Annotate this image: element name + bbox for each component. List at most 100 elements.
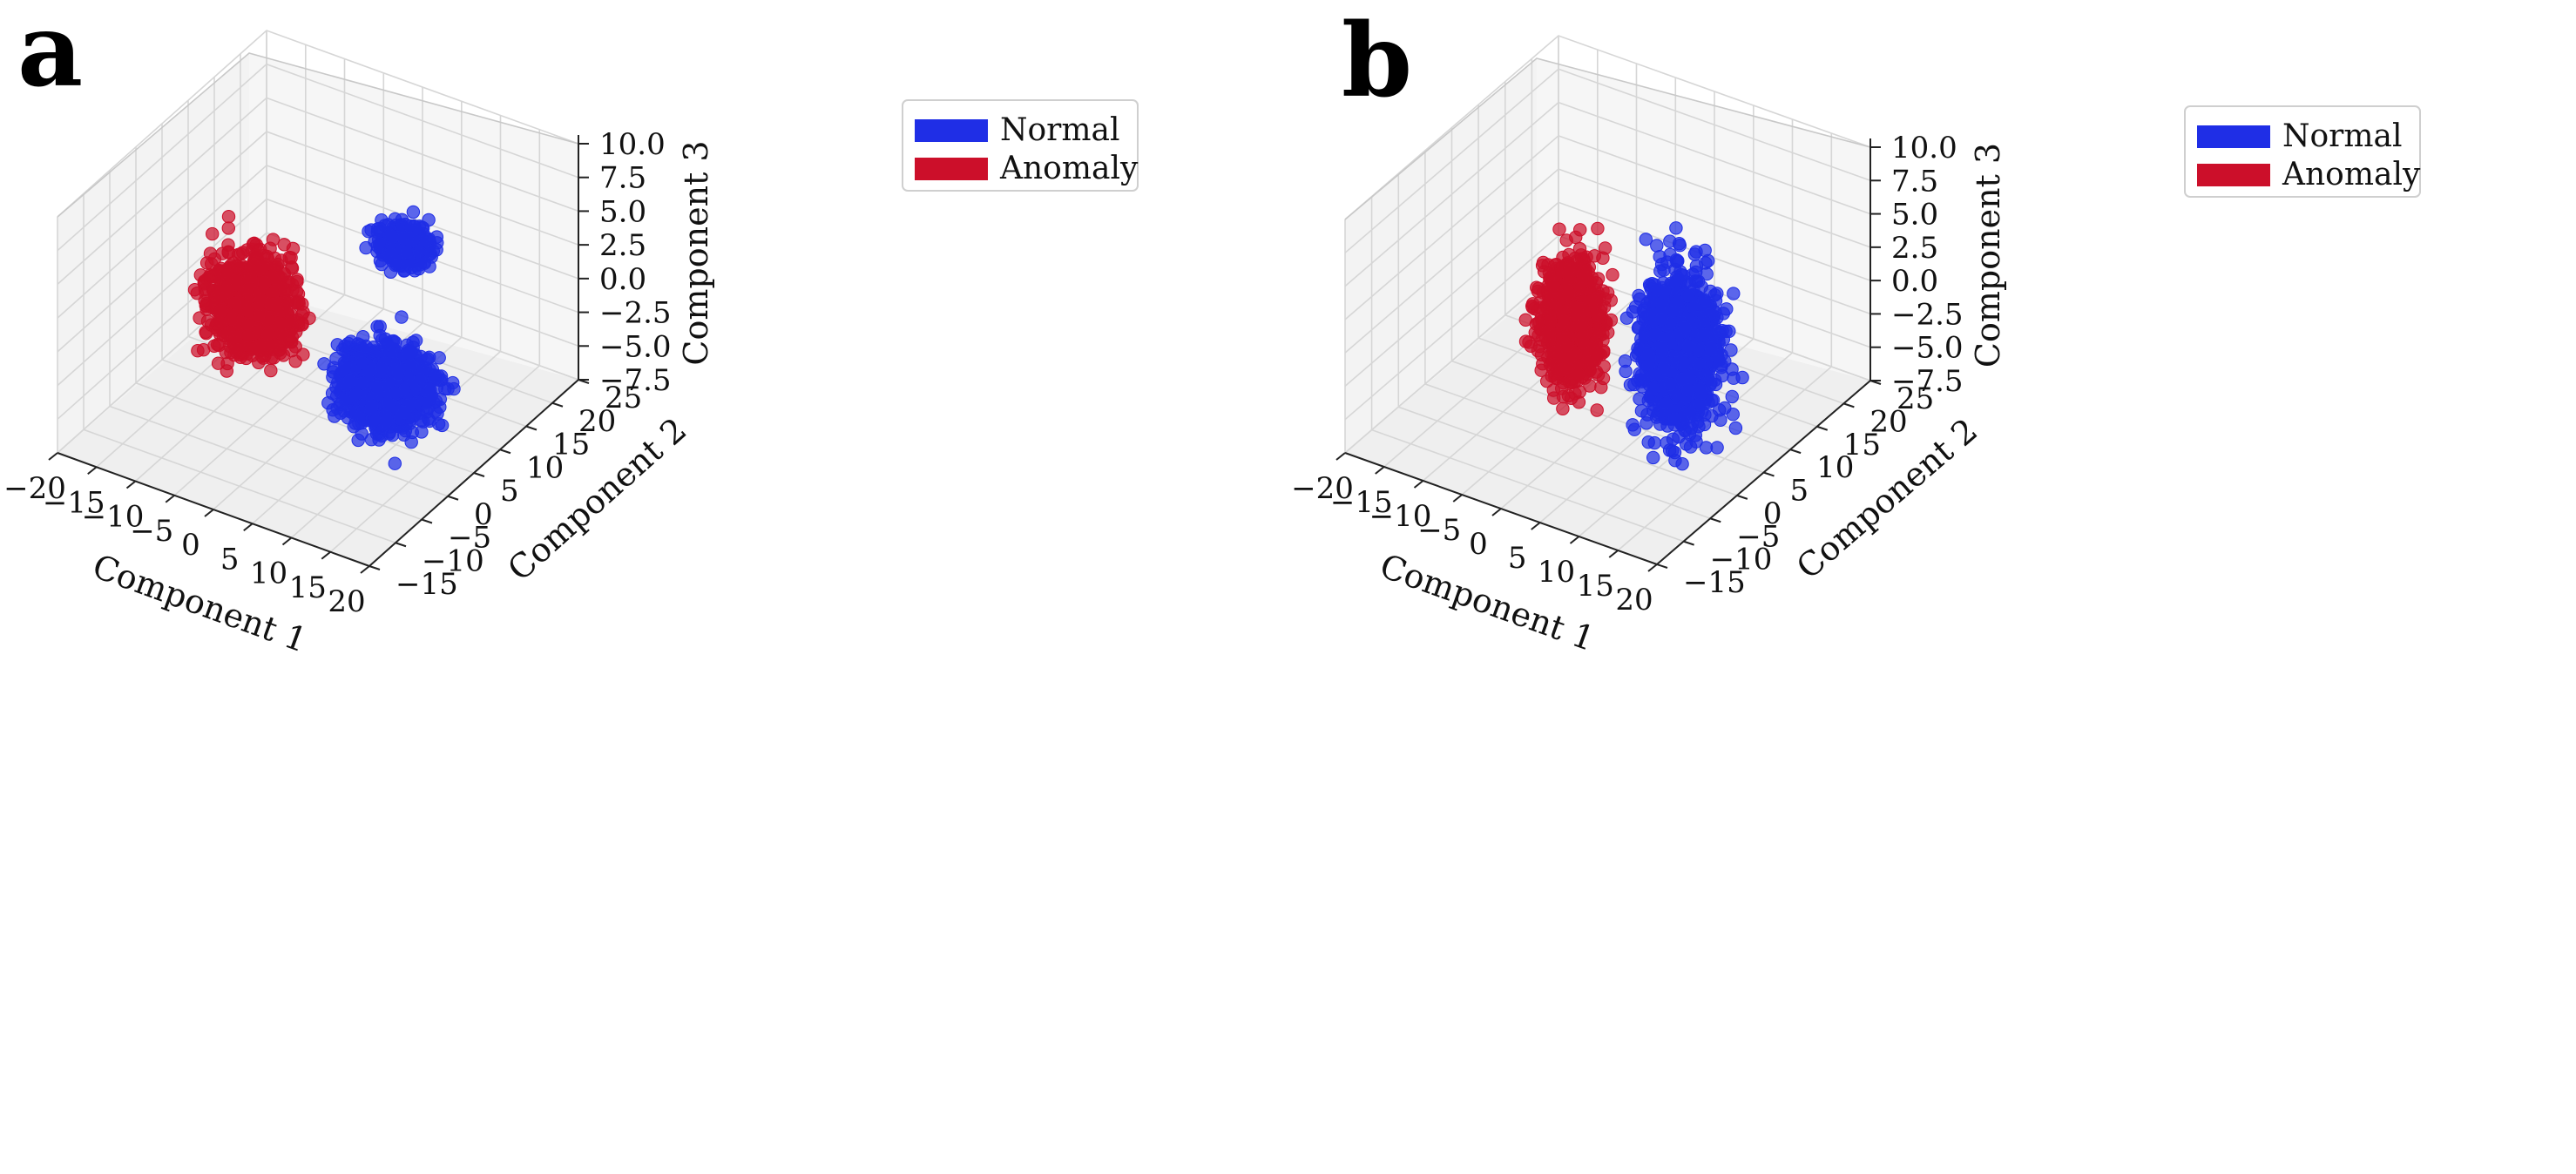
data-point-normal [405,425,419,440]
data-point-normal [397,405,411,420]
x-tick-label: 5 [220,542,240,577]
z-axis-label: Component 3 [677,140,715,365]
panel-label: a [17,0,83,110]
data-point-normal [1669,274,1683,288]
data-point-normal [402,346,416,360]
y-tick [551,401,564,408]
data-point-normal [389,258,402,273]
data-point-anomaly [1559,233,1573,247]
y-tick [499,449,511,455]
data-point-normal [1727,287,1741,300]
x-tick [281,536,293,546]
data-point-normal [441,381,455,396]
data-point-anomaly [213,314,227,328]
data-point-anomaly [277,238,291,252]
z-tick-label: 0.0 [599,262,646,297]
data-point-normal [364,401,379,415]
data-point-anomaly [278,283,292,297]
x-tick [360,565,370,574]
data-point-normal [373,237,387,251]
data-point-anomaly [1554,290,1568,304]
data-point-normal [395,310,409,324]
data-point-anomaly [1518,313,1533,327]
legend-label-normal: Normal [1000,112,1120,148]
data-point-normal [1725,389,1740,404]
data-point-anomaly [264,363,278,378]
data-point-normal [1619,364,1633,379]
data-point-anomaly [240,328,254,343]
y-tick-label: 0 [474,497,493,532]
left-wall-pane [57,53,249,453]
data-point-normal [388,456,402,470]
data-point-normal [385,230,399,244]
legend-swatch-normal [915,119,988,142]
data-point-anomaly [1577,303,1591,317]
data-point-anomaly [1600,286,1615,300]
data-point-normal [389,387,402,401]
data-point-normal [355,355,369,370]
data-point-anomaly [220,356,234,371]
data-point-normal [343,404,357,419]
data-point-anomaly [284,251,298,265]
data-point-anomaly [206,226,220,241]
gridline [57,232,579,420]
data-point-anomaly [252,308,266,323]
data-point-anomaly [288,354,302,368]
data-point-normal [370,320,384,334]
y-tick [395,542,407,548]
data-point-anomaly [1583,379,1597,393]
x-tick [204,509,214,517]
gridline [57,198,579,387]
pane-edge [57,52,579,218]
data-point-anomaly [1556,401,1570,415]
data-point-normal [1700,267,1714,281]
x-tick-label: −5 [130,514,173,549]
z-tick-label: 5.0 [599,194,646,229]
gridline [57,131,579,319]
data-point-anomaly [1604,313,1619,327]
gridline [57,97,579,285]
data-point-normal [1669,221,1683,235]
data-point-anomaly [292,296,306,311]
data-point-normal [338,339,352,354]
z-tick-label: 10.0 [599,127,666,162]
data-point-normal [1727,371,1741,385]
data-point-normal [432,351,446,365]
data-point-anomaly [1574,281,1588,296]
data-point-anomaly [221,221,235,235]
data-point-anomaly [199,299,213,313]
x-tick-label: 10 [250,557,287,591]
data-point-anomaly [1543,314,1558,328]
data-point-normal [339,360,353,374]
data-point-anomaly [1531,316,1545,330]
data-point-anomaly [205,257,219,271]
z-tick-label: 2.5 [599,228,646,263]
y-tick-label: 5 [500,474,519,509]
legend-swatch-anomaly [915,158,988,180]
data-point-anomaly [1552,222,1566,236]
data-point-anomaly [1559,341,1573,354]
data-point-anomaly [212,338,226,353]
data-point-anomaly [1547,391,1561,405]
data-point-anomaly [1573,223,1587,237]
data-point-normal [423,362,436,377]
data-point-anomaly [1590,403,1604,417]
y-tick [473,472,485,477]
data-point-anomaly [221,245,235,259]
data-point-normal [347,420,361,434]
data-point-anomaly [271,300,285,314]
data-point-anomaly [1557,314,1572,328]
data-point-anomaly [187,283,202,297]
data-point-normal [342,374,356,388]
data-point-normal [430,407,444,421]
data-point-normal [348,387,363,401]
data-point-normal [364,433,379,447]
x-tick [321,550,331,560]
data-point-anomaly [243,270,258,284]
z-tick-label: −5.0 [599,329,672,364]
data-point-anomaly [274,317,288,331]
legend-label-anomaly: Anomaly [999,151,1139,186]
data-point-anomaly [1606,267,1619,282]
data-point-anomaly [193,311,206,325]
